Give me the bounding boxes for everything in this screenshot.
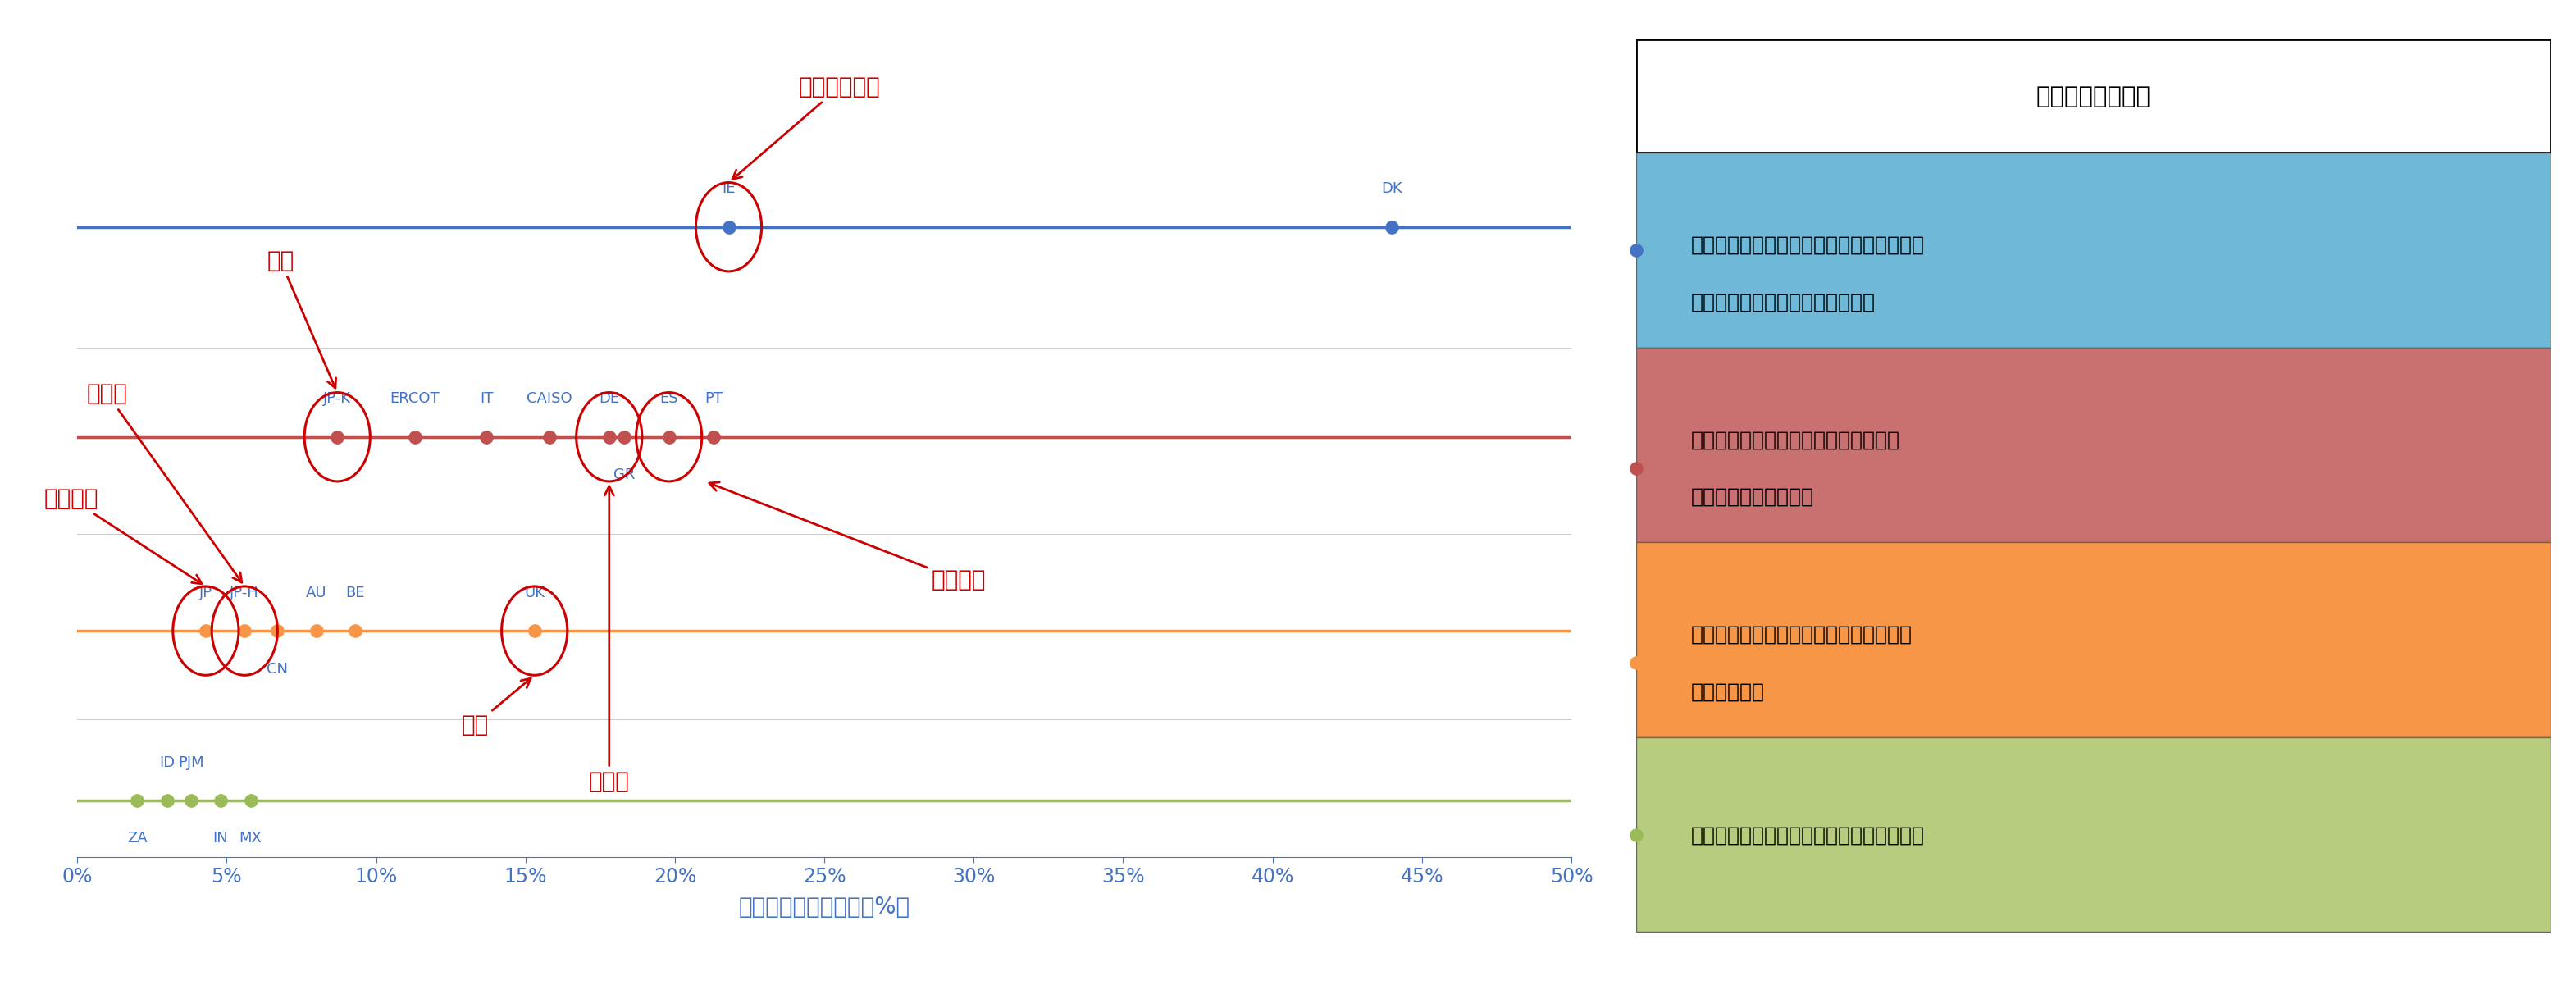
Text: JP: JP	[198, 585, 211, 600]
Text: 調整力が必要となる: 調整力が必要となる	[1690, 488, 1814, 507]
Text: 英国: 英国	[461, 679, 531, 737]
Text: 大きくなり安定性が重要になる: 大きくなり安定性が重要になる	[1690, 293, 1875, 312]
Text: DK: DK	[1381, 181, 1401, 196]
Text: CN: CN	[268, 662, 289, 677]
Text: AU: AU	[307, 585, 327, 600]
Text: 九州: 九州	[268, 249, 335, 388]
Text: JP-K: JP-K	[325, 391, 350, 406]
Text: PJM: PJM	[178, 755, 204, 769]
FancyBboxPatch shape	[1636, 153, 2550, 348]
Text: DE: DE	[598, 391, 618, 406]
Text: フェーズ２：オペレーターが認識できる: フェーズ２：オペレーターが認識できる	[1690, 624, 1911, 644]
Text: フェーズ１：系統に対して顕著な負荷無し: フェーズ１：系統に対して顕著な負荷無し	[1690, 825, 1924, 845]
Text: ZA: ZA	[126, 831, 147, 846]
FancyBboxPatch shape	[1636, 39, 2550, 153]
X-axis label: 変動再エネ導入割合（%）: 変動再エネ導入割合（%）	[739, 895, 909, 918]
Text: スペイン: スペイン	[708, 483, 987, 591]
Text: CAISO: CAISO	[526, 391, 572, 406]
Text: JP-H: JP-H	[229, 585, 260, 600]
Text: ドイツ: ドイツ	[590, 487, 629, 793]
Text: ID: ID	[160, 755, 175, 769]
Text: アイルランド: アイルランド	[732, 76, 881, 179]
Text: MX: MX	[240, 831, 263, 846]
Text: PT: PT	[706, 391, 724, 406]
Text: 負荷が発生: 負荷が発生	[1690, 682, 1765, 701]
Text: IT: IT	[479, 391, 495, 406]
Text: ERCOT: ERCOT	[389, 391, 440, 406]
Text: 北海道: 北海道	[88, 382, 242, 582]
Text: フェーズ４：特定の時間に再エネの割合が: フェーズ４：特定の時間に再エネの割合が	[1690, 235, 1924, 255]
Text: 日本全体: 日本全体	[44, 488, 201, 584]
Text: GR: GR	[613, 468, 634, 483]
Text: ES: ES	[659, 391, 677, 406]
Text: 各フェーズの特徴: 各フェーズの特徴	[2035, 85, 2151, 108]
FancyBboxPatch shape	[1636, 543, 2550, 737]
Text: UK: UK	[526, 585, 544, 600]
Text: BE: BE	[345, 585, 366, 600]
FancyBboxPatch shape	[1636, 737, 2550, 932]
Text: フェーズ３：需給の変動に対応できる: フェーズ３：需給の変動に対応できる	[1690, 430, 1899, 450]
FancyBboxPatch shape	[1636, 348, 2550, 543]
Text: IN: IN	[214, 831, 229, 846]
Text: IE: IE	[721, 181, 737, 196]
